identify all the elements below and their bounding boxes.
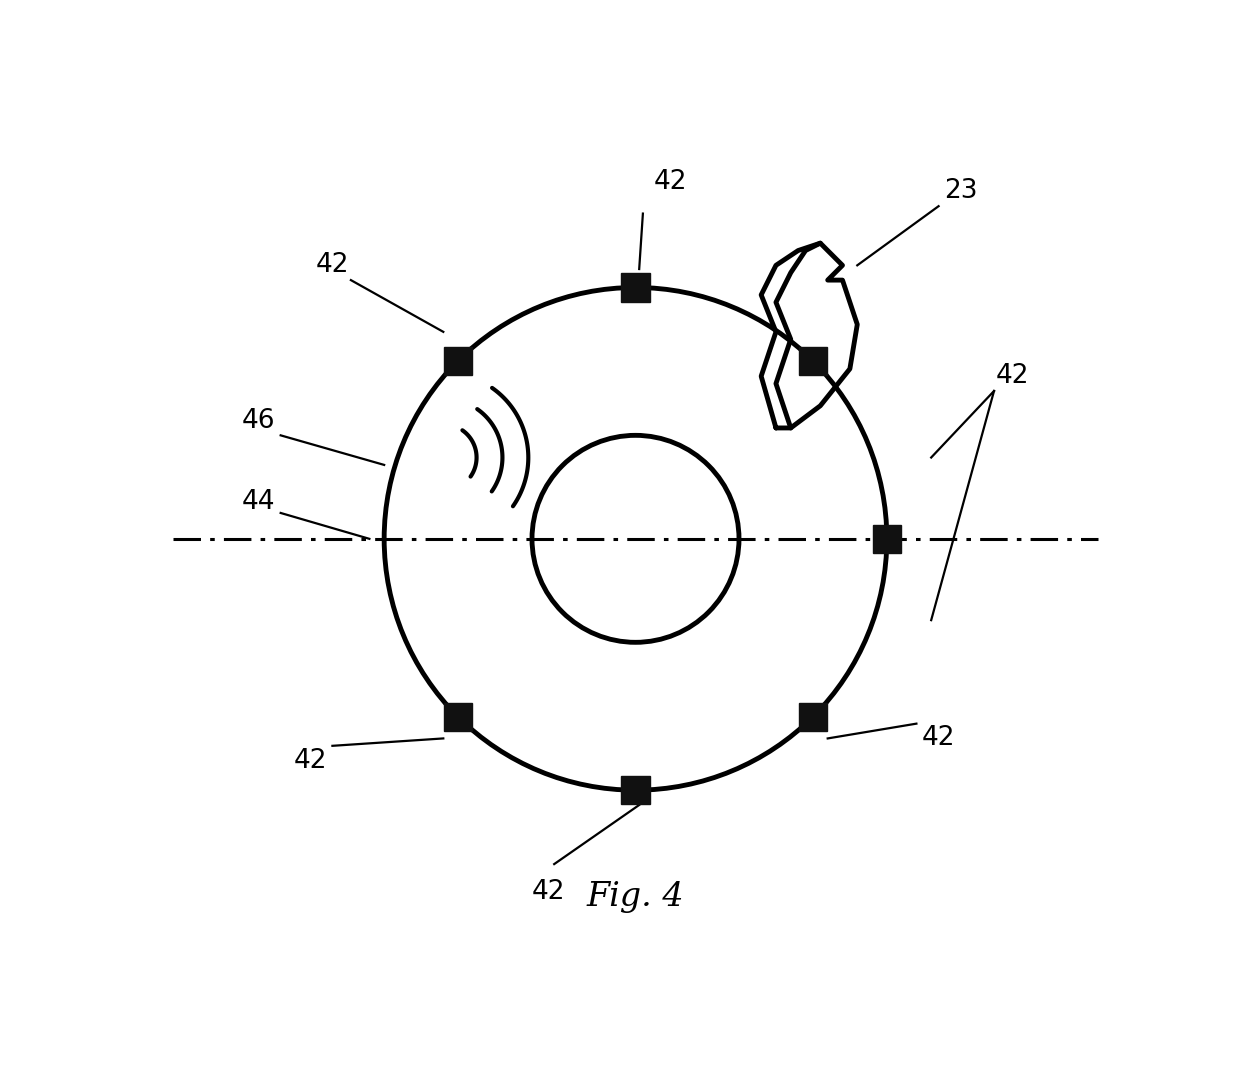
Text: 42: 42 <box>653 169 687 195</box>
Text: 42: 42 <box>996 363 1029 389</box>
Bar <box>799 702 827 731</box>
Bar <box>621 273 650 302</box>
Text: Fig. 4: Fig. 4 <box>587 881 684 913</box>
Text: 42: 42 <box>294 748 327 774</box>
Bar <box>444 347 472 376</box>
Text: 42: 42 <box>532 879 565 905</box>
Bar <box>873 525 901 553</box>
Text: 23: 23 <box>944 178 977 205</box>
Text: 44: 44 <box>242 489 275 515</box>
Bar <box>799 347 827 376</box>
Text: 42: 42 <box>316 252 350 278</box>
Text: 42: 42 <box>921 726 955 751</box>
Bar <box>444 702 472 731</box>
Bar <box>621 776 650 805</box>
Text: 46: 46 <box>242 408 275 433</box>
